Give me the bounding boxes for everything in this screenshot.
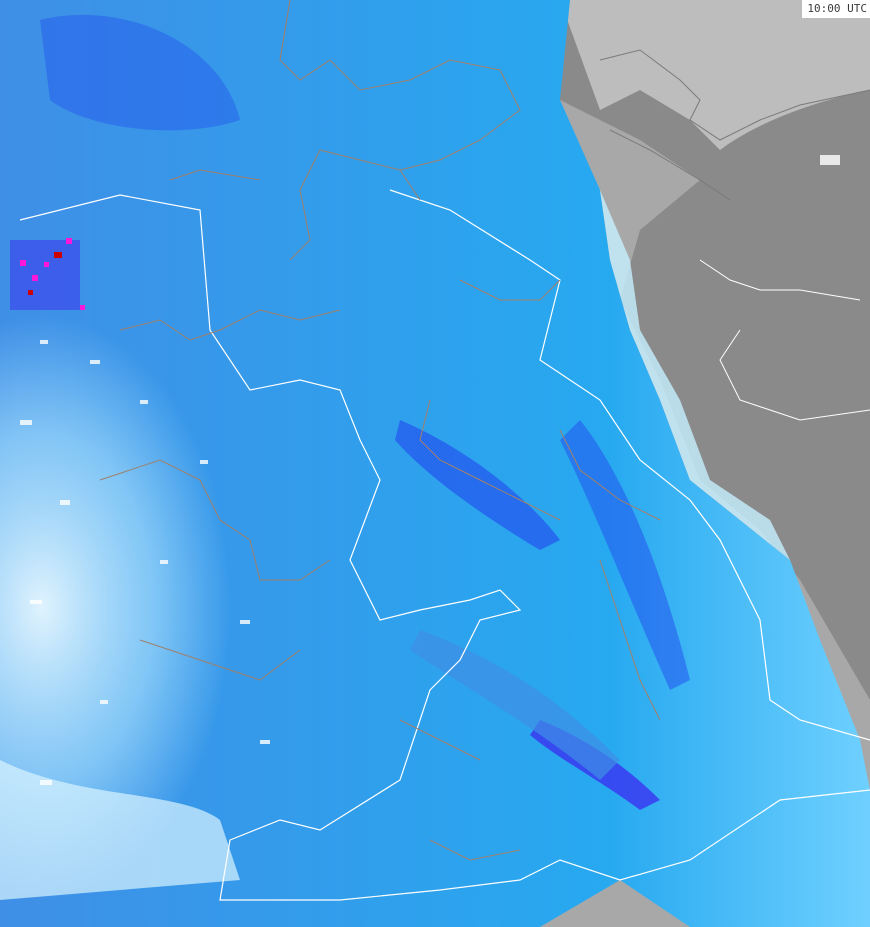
precip-band-north [40,14,240,131]
light-speckles [20,155,840,785]
country-border-poland [699,259,870,421]
precip-band-central [395,420,560,550]
coast-light-band [560,100,800,580]
country-border-east [389,189,870,741]
timestamp-label: 10:00 UTC [800,0,870,20]
state-borders [99,0,661,861]
extreme-cells-northwest [10,238,85,310]
precip-band-south [410,630,620,780]
country-border [19,194,870,901]
baltic-sea [560,0,870,150]
precip-band-east [560,420,690,690]
coastline [599,49,870,201]
light-precip-south [0,760,240,900]
